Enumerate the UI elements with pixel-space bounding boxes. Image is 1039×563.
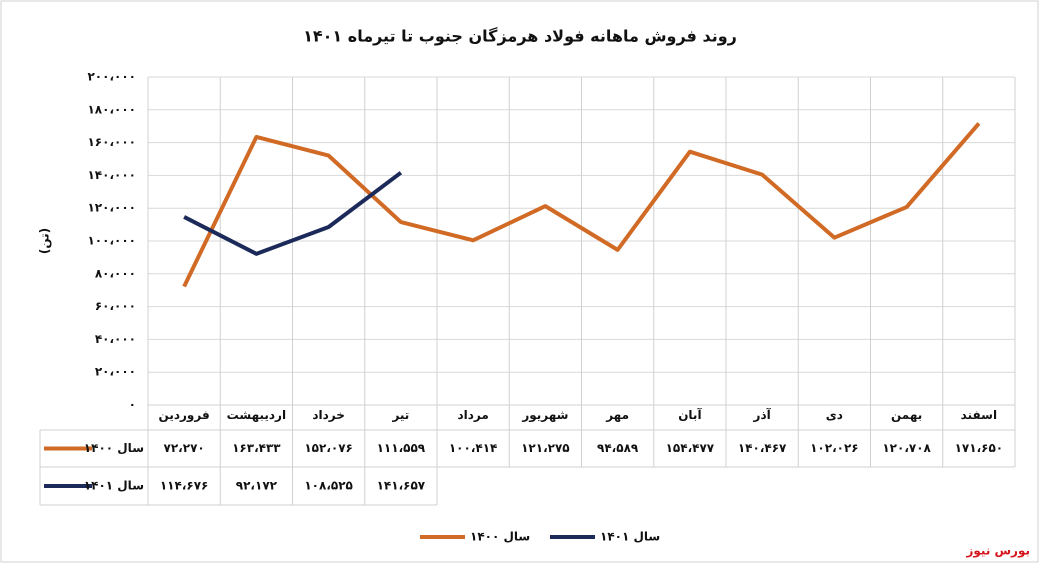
- y-tick-label: ۲۰۰،۰۰۰: [87, 70, 136, 84]
- x-tick-label: آذر: [753, 407, 772, 422]
- data-label: ۱۵۲،۰۷۶: [304, 441, 353, 455]
- data-label: ۱۲۱،۲۷۵: [521, 441, 570, 455]
- data-label: ۱۵۴،۴۷۷: [666, 441, 715, 455]
- row-label: سال ۱۴۰۰: [84, 441, 144, 455]
- data-label: ۱۴۱،۶۵۷: [377, 479, 426, 493]
- data-label: ۱۰۲،۰۲۶: [810, 441, 859, 455]
- legend-label: سال ۱۴۰۱: [600, 530, 660, 544]
- data-label: ۷۲،۲۷۰: [164, 441, 205, 455]
- data-label: ۱۷۱،۶۵۰: [955, 441, 1004, 455]
- x-tick-label: دی: [826, 408, 843, 422]
- y-tick-label: ۴۰،۰۰۰: [95, 332, 136, 346]
- chart-title: روند فروش ماهانه فولاد هرمزگان جنوب تا ت…: [303, 27, 737, 46]
- y-tick-label: ۱۰۰،۰۰۰: [87, 234, 136, 248]
- x-tick-label: مرداد: [457, 408, 488, 422]
- y-axis-label: (تن): [38, 228, 52, 254]
- data-label: ۹۲،۱۷۲: [236, 479, 278, 493]
- x-tick-label: بهمن: [891, 408, 922, 422]
- x-tick-label: خرداد: [312, 408, 345, 422]
- y-tick-label: ۶۰،۰۰۰: [95, 299, 136, 313]
- y-tick-label: ۲۰،۰۰۰: [95, 365, 136, 379]
- y-tick-label: ۱۸۰،۰۰۰: [87, 102, 136, 116]
- data-label: ۱۱۱،۵۵۹: [377, 441, 426, 455]
- row-label: سال ۱۴۰۱: [84, 479, 144, 493]
- source: بورس نیوز: [965, 544, 1030, 559]
- data-label: ۱۰۰،۴۱۴: [449, 441, 498, 455]
- data-label: ۱۰۸،۵۲۵: [304, 479, 353, 493]
- x-tick-label: فروردین: [159, 408, 210, 423]
- y-tick-label: ۱۴۰،۰۰۰: [87, 168, 136, 182]
- y-tick-label: ۰: [129, 398, 136, 412]
- data-label: ۱۲۰،۷۰۸: [882, 441, 931, 455]
- x-tick-label: اسفند: [961, 408, 997, 422]
- legend-label: سال ۱۴۰۰: [470, 530, 530, 544]
- y-tick-label: ۱۲۰،۰۰۰: [87, 201, 136, 215]
- series-line: [182, 122, 981, 288]
- x-tick-label: آبان: [678, 407, 702, 422]
- x-tick-label: اردیبهشت: [227, 408, 286, 422]
- y-tick-label: ۱۶۰،۰۰۰: [87, 135, 136, 149]
- data-label: ۱۱۴،۶۷۶: [160, 479, 209, 493]
- x-tick-label: شهریور: [521, 408, 568, 423]
- y-tick-label: ۸۰،۰۰۰: [95, 266, 136, 280]
- series-line: [183, 171, 403, 256]
- x-tick-label: تیر: [391, 408, 409, 422]
- data-label: ۹۴،۵۸۹: [597, 441, 639, 455]
- data-label: ۱۶۳،۴۳۳: [232, 441, 281, 455]
- data-label: ۱۴۰،۴۶۷: [738, 441, 787, 455]
- x-tick-label: مهر: [605, 408, 629, 422]
